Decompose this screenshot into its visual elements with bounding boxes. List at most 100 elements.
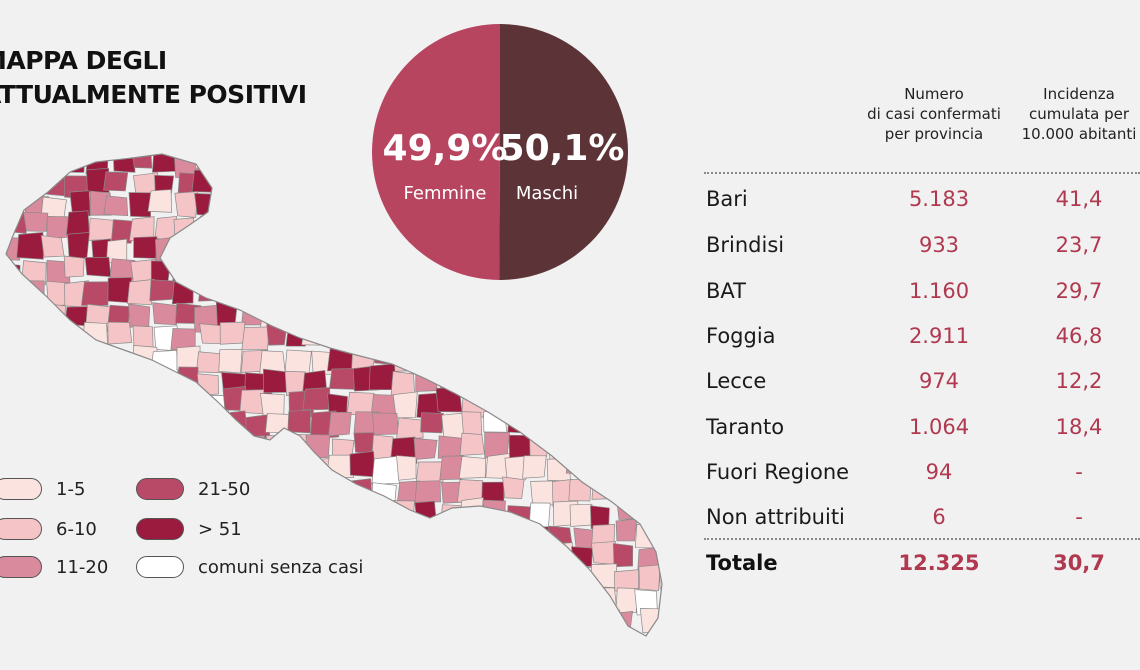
- municipality-area: [310, 239, 338, 264]
- header-incidence-line: cumulata per: [1029, 105, 1129, 123]
- municipality-area: [196, 454, 224, 477]
- municipality-area: [6, 171, 24, 193]
- municipality-area: [522, 414, 550, 440]
- municipality-area: [42, 414, 66, 439]
- municipality-area: [21, 607, 46, 631]
- municipality-area: [19, 344, 47, 369]
- municipality-area: [636, 416, 662, 438]
- male-label: Maschi: [516, 183, 578, 204]
- municipality-area: [525, 348, 546, 372]
- municipality-area: [661, 457, 662, 479]
- municipality-area: [21, 368, 44, 393]
- municipality-area: [258, 633, 287, 636]
- municipality-area: [615, 587, 639, 613]
- municipality-area: [240, 614, 268, 636]
- legend-item-over-51: > 51: [136, 518, 242, 540]
- municipality-area: [44, 369, 68, 394]
- total-cases: 12.325: [898, 551, 980, 575]
- municipality-area: [107, 588, 132, 610]
- incidence-value: 18,4: [1055, 415, 1103, 439]
- municipality-area: [349, 629, 378, 636]
- municipality-area: [172, 240, 197, 266]
- municipality-area: [393, 631, 420, 636]
- municipality-area: [88, 349, 115, 371]
- municipality-area: [6, 191, 25, 218]
- municipality-area: [346, 391, 375, 415]
- incidence-value: 12,2: [1055, 369, 1103, 393]
- table-row: Non attribuiti 6 -: [704, 505, 1140, 545]
- legend-item-1-5: 1-5: [0, 478, 85, 500]
- municipality-area: [154, 236, 180, 262]
- municipality-area: [84, 256, 112, 278]
- cases-value: 2.911: [908, 324, 970, 348]
- municipality-area: [637, 344, 662, 372]
- municipality-area: [464, 633, 491, 636]
- municipality-area: [288, 586, 311, 614]
- municipality-area: [456, 327, 483, 349]
- municipality-area: [372, 412, 399, 436]
- municipality-area: [329, 299, 354, 327]
- municipality-area: [504, 349, 529, 371]
- municipality-area: [174, 191, 199, 218]
- municipality-area: [104, 525, 128, 551]
- municipality-area: [129, 410, 151, 432]
- municipality-area: [262, 476, 286, 502]
- municipality-area: [328, 412, 352, 437]
- municipality-area: [521, 365, 548, 392]
- municipality-area: [663, 483, 689, 505]
- municipality-area: [152, 302, 178, 326]
- municipality-area: [194, 435, 217, 464]
- municipality-area: [262, 154, 287, 178]
- municipality-area: [6, 370, 29, 396]
- municipality-area: [530, 629, 554, 636]
- municipality-area: [616, 474, 641, 504]
- municipality-area: [221, 217, 247, 242]
- legend-item-21-50: 21-50: [136, 478, 250, 500]
- municipality-area: [283, 304, 310, 331]
- municipality-area: [568, 478, 592, 502]
- municipality-area: [262, 455, 288, 479]
- municipality-area: [105, 429, 128, 454]
- municipality-area: [147, 189, 172, 213]
- municipality-area: [504, 455, 529, 481]
- municipality-area: [656, 519, 662, 542]
- municipality-area: [443, 279, 467, 303]
- municipality-area: [522, 455, 547, 479]
- municipality-area: [658, 567, 662, 591]
- municipality-area: [22, 169, 46, 193]
- municipality-area: [545, 590, 572, 617]
- municipality-area: [347, 323, 373, 346]
- municipality-area: [549, 343, 573, 367]
- municipality-area: [612, 629, 637, 636]
- municipality-area: [85, 455, 111, 479]
- municipality-area: [588, 284, 617, 309]
- table-row: Taranto 1.064 18,4: [704, 415, 1140, 455]
- municipality-area: [501, 590, 528, 612]
- municipality-area: [41, 154, 68, 170]
- municipality-area: [348, 613, 372, 636]
- municipality-area: [263, 368, 288, 393]
- municipality-area: [223, 236, 249, 257]
- municipality-area: [243, 630, 266, 636]
- municipality-area: [633, 214, 658, 243]
- municipality-area: [570, 610, 595, 636]
- municipality-area: [659, 194, 662, 218]
- municipality-area: [260, 592, 286, 615]
- municipality-area: [634, 392, 657, 413]
- municipality-area: [504, 635, 531, 636]
- municipality-area: [487, 300, 509, 324]
- municipality-area: [567, 367, 592, 393]
- municipality-area: [417, 327, 441, 348]
- municipality-area: [464, 280, 489, 304]
- municipality-area: [349, 214, 370, 236]
- municipality-area: [374, 326, 401, 347]
- municipality-area: [374, 592, 398, 619]
- municipality-area: [199, 635, 222, 636]
- municipality-area: [194, 192, 215, 217]
- municipality-area: [88, 416, 116, 443]
- municipality-area: [458, 541, 482, 569]
- municipality-area: [486, 612, 508, 636]
- municipality-area: [374, 637, 397, 650]
- municipality-area: [304, 633, 331, 636]
- municipality-area: [327, 587, 354, 610]
